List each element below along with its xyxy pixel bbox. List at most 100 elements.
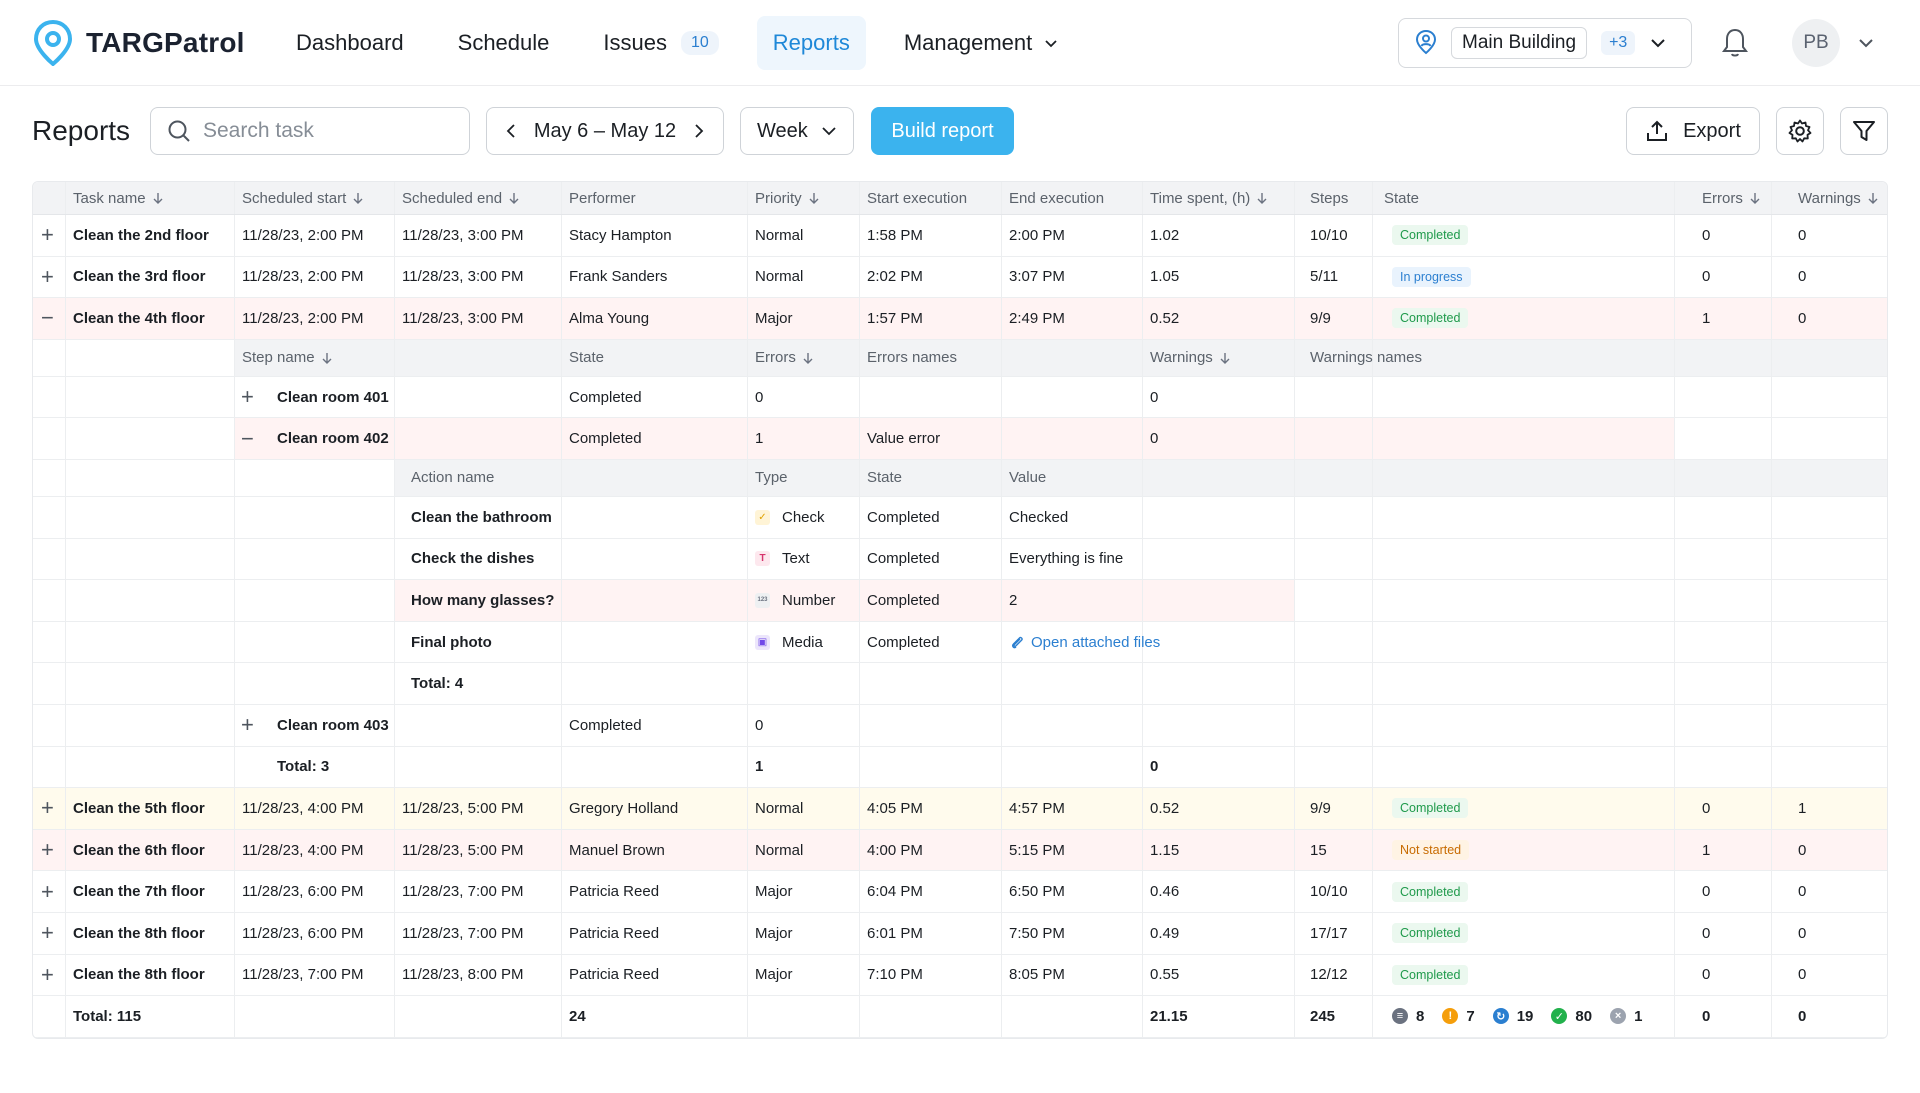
expand-toggle[interactable]: − xyxy=(41,298,54,339)
avatar[interactable]: PB xyxy=(1792,19,1840,67)
sort-arrow-icon[interactable] xyxy=(1749,192,1761,204)
table-row: + Clean the 3rd floor 11/28/23, 2:00 PM 11/… xyxy=(33,256,1887,299)
expand-toggle[interactable]: + xyxy=(41,955,54,996)
period-select[interactable]: Week xyxy=(740,107,854,155)
step-name[interactable]: Clean room 402 xyxy=(277,418,389,459)
open-attached-files-link[interactable]: Open attached files xyxy=(1009,622,1160,663)
column-divider xyxy=(65,182,66,214)
steps: 17/17 xyxy=(1310,913,1348,954)
sort-arrow-icon[interactable] xyxy=(802,352,814,364)
step-column-header[interactable]: Step name xyxy=(242,340,333,376)
expand-toggle[interactable]: + xyxy=(41,257,54,298)
column-divider xyxy=(1674,298,1675,339)
sort-arrow-icon[interactable] xyxy=(1219,352,1231,364)
column-header[interactable]: Task name xyxy=(73,182,164,214)
export-button[interactable]: Export xyxy=(1626,107,1760,155)
expand-toggle[interactable]: + xyxy=(241,377,254,418)
sort-arrow-icon[interactable] xyxy=(1256,192,1268,204)
step-name[interactable]: Clean room 403 xyxy=(277,705,389,746)
expand-toggle[interactable]: + xyxy=(41,788,54,829)
task-name[interactable]: Clean the 7th floor xyxy=(73,871,205,912)
nav-schedule[interactable]: Schedule xyxy=(442,16,566,70)
column-header[interactable]: End execution xyxy=(1009,182,1104,214)
chevron-right-icon[interactable] xyxy=(691,123,707,139)
filter-button[interactable] xyxy=(1840,107,1888,155)
column-header[interactable]: Errors xyxy=(1702,182,1761,214)
task-name[interactable]: Clean the 8th floor xyxy=(73,955,205,996)
action-column-header[interactable]: Value xyxy=(1009,460,1046,496)
column-header[interactable]: Time spent, (h) xyxy=(1150,182,1268,214)
action-column-header[interactable]: Type xyxy=(755,460,788,496)
column-divider xyxy=(394,496,395,538)
search-input[interactable] xyxy=(203,119,443,143)
task-name[interactable]: Clean the 6th floor xyxy=(73,830,205,871)
warnings: 0 xyxy=(1798,298,1806,339)
search-box[interactable] xyxy=(150,107,470,155)
action-row: Clean the bathroom ✓ Check Completed Checked xyxy=(33,496,1887,539)
sort-arrow-icon[interactable] xyxy=(152,192,164,204)
column-header[interactable]: Warnings xyxy=(1798,182,1879,214)
task-name[interactable]: Clean the 2nd floor xyxy=(73,215,209,256)
build-report-button[interactable]: Build report xyxy=(871,107,1014,155)
step-column-header[interactable]: Warnings xyxy=(1150,340,1231,376)
step-column-header[interactable]: Errors xyxy=(755,340,814,376)
sort-arrow-icon[interactable] xyxy=(1867,192,1879,204)
steps-total-row: Total: 3 1 0 xyxy=(33,746,1887,789)
expand-toggle[interactable]: − xyxy=(241,418,254,459)
column-header[interactable]: Performer xyxy=(569,182,636,214)
settings-button[interactable] xyxy=(1776,107,1824,155)
task-name[interactable]: Clean the 3rd floor xyxy=(73,257,206,298)
priority-text: Major xyxy=(755,924,793,942)
expand-toggle[interactable]: + xyxy=(41,215,54,256)
action-column-header[interactable]: State xyxy=(867,460,902,496)
sort-arrow-icon[interactable] xyxy=(352,192,364,204)
expand-toggle[interactable]: + xyxy=(41,871,54,912)
scheduled-start-text: 11/28/23, 7:00 PM xyxy=(242,966,364,984)
chevron-down-icon xyxy=(1045,40,1057,48)
column-divider xyxy=(1001,871,1002,912)
task-name[interactable]: Clean the 8th floor xyxy=(73,913,205,954)
chevron-left-icon[interactable] xyxy=(503,123,519,139)
step-column-header[interactable]: State xyxy=(569,340,604,376)
column-divider xyxy=(1372,580,1373,621)
nav-reports[interactable]: Reports xyxy=(756,16,866,70)
logo[interactable]: TARGPatrol xyxy=(34,20,245,66)
action-column-header[interactable]: Action name xyxy=(411,460,494,496)
status-badge: Completed xyxy=(1392,308,1469,329)
sort-arrow-icon[interactable] xyxy=(321,352,333,364)
date-range-picker[interactable]: May 6 – May 12 xyxy=(486,107,724,155)
state-cell: In progress xyxy=(1392,257,1471,298)
errors-text: 1 xyxy=(1702,309,1711,327)
column-divider xyxy=(561,459,562,496)
warnings-text: 1 xyxy=(1798,799,1807,817)
expand-toggle[interactable]: + xyxy=(241,705,254,746)
sort-arrow-icon[interactable] xyxy=(508,192,520,204)
column-divider xyxy=(1142,788,1143,829)
nav-management[interactable]: Management xyxy=(888,16,1074,70)
expand-toggle[interactable]: + xyxy=(41,830,54,871)
nav-issues[interactable]: Issues 10 xyxy=(587,16,734,70)
bell-icon[interactable] xyxy=(1720,26,1750,60)
column-header[interactable]: Start execution xyxy=(867,182,967,214)
column-divider xyxy=(747,871,748,912)
expand-toggle[interactable]: + xyxy=(41,913,54,954)
column-divider xyxy=(1142,418,1143,459)
building-selector[interactable]: Main Building +3 xyxy=(1398,18,1692,68)
sort-arrow-icon[interactable] xyxy=(808,192,820,204)
step-column-header[interactable]: Warnings names xyxy=(1310,340,1422,376)
chevron-down-icon[interactable] xyxy=(1857,34,1875,52)
column-divider xyxy=(1294,912,1295,954)
column-header[interactable]: Steps xyxy=(1310,182,1348,214)
column-header[interactable]: Scheduled end xyxy=(402,182,520,214)
task-name[interactable]: Clean the 5th floor xyxy=(73,788,205,829)
task-name[interactable]: Clean the 4th floor xyxy=(73,298,205,339)
column-header[interactable]: State xyxy=(1384,182,1419,214)
step-name[interactable]: Clean room 401 xyxy=(277,377,389,418)
column-divider xyxy=(1674,215,1675,256)
nav-dashboard[interactable]: Dashboard xyxy=(280,16,420,70)
column-header[interactable]: Scheduled start xyxy=(242,182,364,214)
status-badge: Completed xyxy=(1392,225,1469,246)
step-column-header[interactable]: Errors names xyxy=(867,340,957,376)
column-header[interactable]: Priority xyxy=(755,182,820,214)
action-state-text: Completed xyxy=(867,633,940,651)
